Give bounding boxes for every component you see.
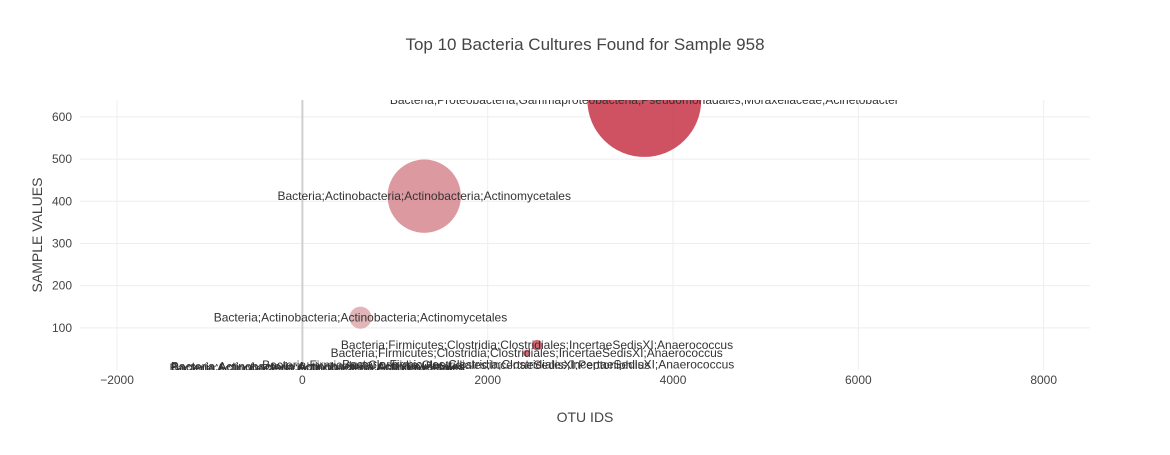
bubble-point[interactable]: [587, 43, 702, 157]
x-tick-label: 0: [299, 373, 306, 387]
y-tick-label: 300: [52, 236, 72, 250]
bubble-point[interactable]: [531, 339, 543, 351]
y-tick-label: 600: [52, 110, 72, 124]
bubble-point[interactable]: [317, 366, 319, 369]
x-tick-label: 6000: [845, 373, 872, 387]
x-tick-label: −2000: [100, 373, 134, 387]
y-tick-label: 500: [52, 152, 72, 166]
bubble-label: Bacteria;Firmicutes;Clostridia;Clostridi…: [342, 358, 734, 372]
bubble-label-layer: Bacteria;Actinobacteria;Actinobacteria;A…: [170, 93, 899, 375]
bubble-point[interactable]: [455, 363, 458, 367]
bubble-point[interactable]: [315, 367, 317, 369]
bubble-label: Bacteria;Firmicutes;Clostridia;Clostridi…: [331, 346, 723, 360]
bubble-layer: [315, 43, 702, 369]
bubble-label: Bacteria;Actinobacteria;Actinobacteria;A…: [171, 360, 464, 374]
x-tick-label: 4000: [660, 373, 687, 387]
chart-title: Top 10 Bacteria Cultures Found for Sampl…: [405, 35, 764, 54]
bubble-label: Bacteria;Actinobacteria;Actinobacteria;A…: [214, 311, 507, 325]
tick-layer: 100 200 300 400 500 600 −2000 0 2000 4000 6000 8000: [52, 110, 1057, 387]
bubble-label: Bacteria;Actinobacteria;Actinobacteria;A…: [171, 360, 464, 374]
x-tick-label: 2000: [474, 373, 501, 387]
bubble-label: Bacteria;Firmicutes;Clostridia;Clostridi…: [341, 338, 733, 352]
bubble-label: Bacteria;Firmicutes;Clostridia;Clostridi…: [262, 358, 650, 372]
bubble-label: Bacteria;Actinobacteria;Actinobacteria;A…: [277, 189, 570, 203]
y-tick-label: 400: [52, 194, 72, 208]
bubble-point[interactable]: [523, 349, 531, 357]
bubble-point[interactable]: [349, 306, 372, 329]
y-axis-title: SAMPLE VALUES: [29, 178, 45, 293]
bubble-label: Bacteria;Actinobacteria;Actinobacteria;A…: [170, 361, 463, 375]
x-tick-label: 8000: [1030, 373, 1057, 387]
y-tick-label: 200: [52, 279, 72, 293]
x-axis-title: OTU IDS: [557, 409, 614, 425]
y-tick-label: 100: [52, 321, 72, 335]
grid-layer: [80, 100, 1090, 370]
bubble-label: Bacteria;Proteobacteria;Gammaproteobacte…: [390, 93, 899, 107]
bubble-point[interactable]: [387, 159, 461, 233]
bubble-point[interactable]: [537, 363, 540, 366]
